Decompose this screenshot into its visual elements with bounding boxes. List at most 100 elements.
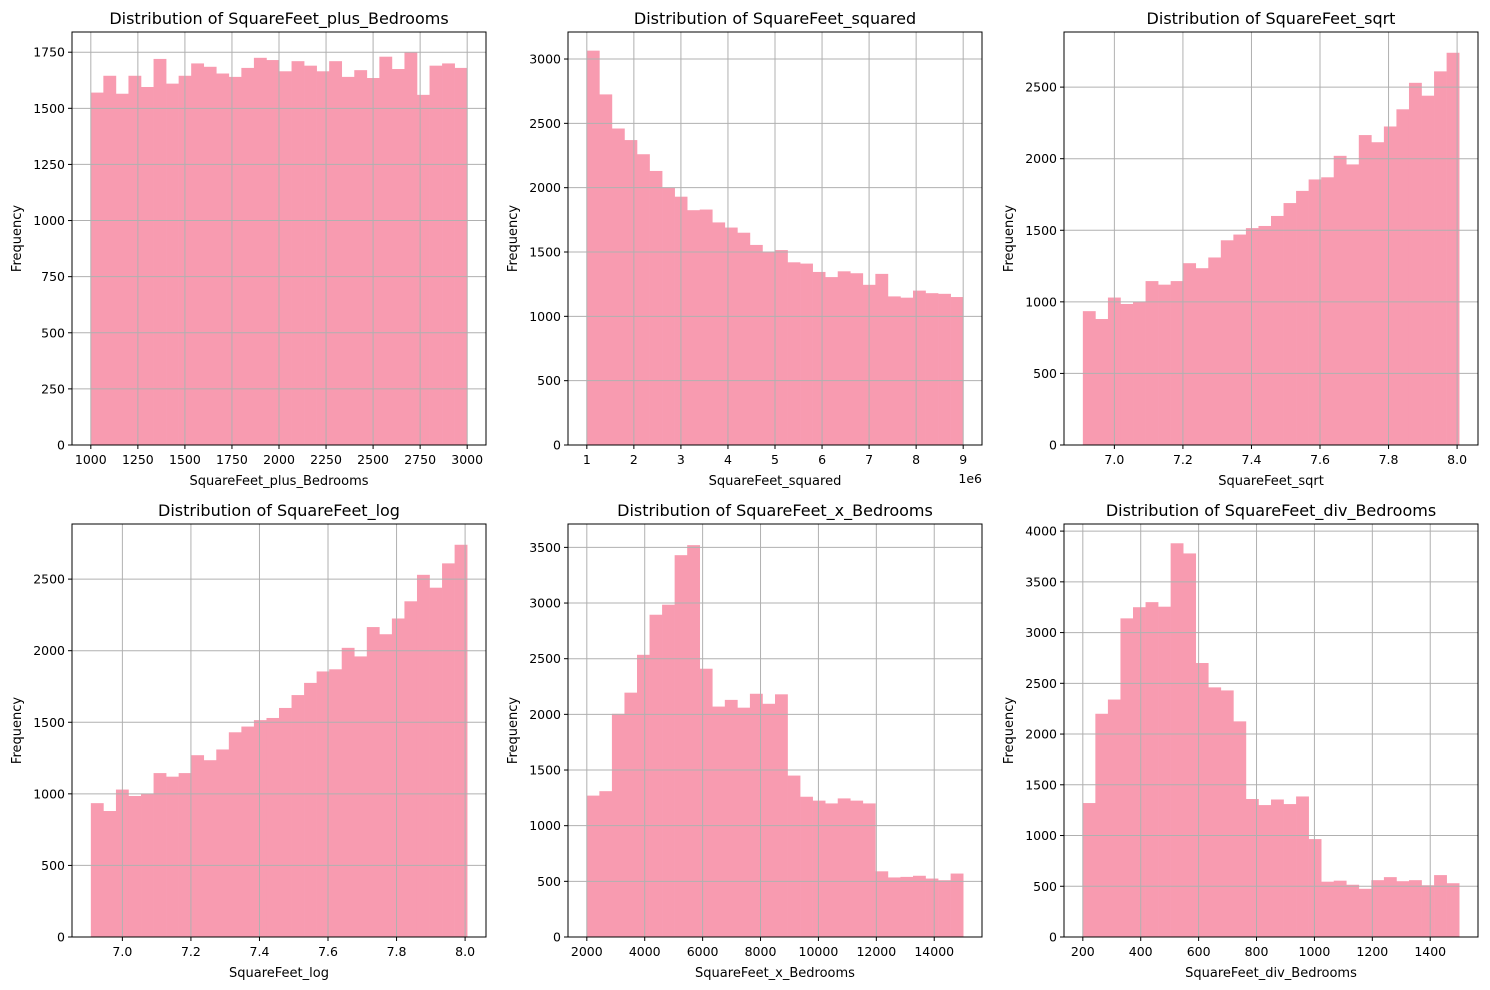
x-tick-label: 1500 — [169, 452, 201, 467]
histogram-bar — [825, 803, 839, 937]
histogram-bar — [90, 803, 104, 937]
histogram-bar — [228, 732, 242, 937]
histogram-bar — [800, 263, 813, 445]
histogram-bar — [216, 749, 230, 937]
histogram-bar — [1170, 543, 1184, 937]
histogram-bar — [837, 798, 851, 937]
histogram-bar — [1421, 885, 1435, 937]
histogram-bar — [611, 128, 625, 445]
subplot-title: Distribution of SquareFeet_div_Bedrooms — [1106, 501, 1436, 521]
x-tick-label: 7.4 — [250, 944, 270, 959]
histogram-bar — [1145, 281, 1159, 445]
subplot-title: Distribution of SquareFeet_log — [158, 501, 400, 521]
histogram-bar — [1258, 805, 1272, 937]
axes-frame — [71, 523, 487, 938]
x-axis-label: SquareFeet_x_Bedrooms — [695, 966, 855, 981]
x-tick-label: 8.0 — [455, 944, 475, 959]
y-tick-label: 1500 — [33, 715, 65, 730]
subplot-title: Distribution of SquareFeet_x_Bedrooms — [617, 501, 933, 521]
histogram-bar — [379, 634, 393, 937]
histogram-bar — [900, 297, 914, 445]
y-tick-label: 500 — [41, 325, 65, 340]
histogram-bar — [649, 170, 663, 445]
histogram-bar — [887, 877, 901, 937]
y-tick-label: 500 — [537, 874, 561, 889]
histogram-bar — [586, 795, 600, 937]
histogram-bar — [699, 668, 713, 937]
histogram-bar — [586, 50, 600, 445]
histogram-bar — [341, 647, 355, 937]
histogram-bar — [329, 61, 343, 446]
subplot-3: 7.0 7.2 7.4 7.6 7.8 8.0 0 500 1000 1500 2000 2500 Di… — [1002, 9, 1479, 489]
histogram-bar — [1220, 240, 1234, 445]
x-tick-label: 9 — [959, 452, 967, 467]
x-tick-label: 3 — [677, 452, 685, 467]
y-axis-label: Frequency — [1002, 205, 1017, 272]
x-tick-label: 12000 — [856, 944, 896, 959]
histogram-bar — [925, 878, 939, 937]
y-tick-label: 1000 — [529, 818, 561, 833]
y-tick-label: 2000 — [1025, 727, 1057, 742]
histogram-bar — [153, 58, 167, 446]
histogram-bar — [1346, 884, 1360, 937]
histogram-bar — [850, 273, 864, 445]
histogram-bar — [442, 563, 455, 937]
histogram-bar — [1245, 799, 1259, 937]
histogram-bar — [1383, 126, 1397, 445]
histogram-bar — [737, 707, 751, 937]
axes-frame — [1063, 31, 1479, 446]
y-tick-label: 2000 — [529, 180, 561, 195]
histogram-bar — [1409, 880, 1422, 937]
histogram-bar — [737, 232, 751, 445]
histogram-bar — [712, 706, 726, 937]
histogram-bar — [391, 69, 405, 445]
subplot-2: 1 2 3 4 5 6 7 8 9 0 500 1000 1500 2000 2500 3000 1e6 Dist… — [506, 9, 983, 489]
y-tick-label: 1000 — [1025, 828, 1057, 843]
x-tick-label: 7.4 — [1242, 452, 1262, 467]
histogram-bar — [850, 800, 864, 937]
histogram-bar — [241, 726, 255, 937]
histogram-bar — [354, 70, 368, 445]
histogram-bar — [1446, 883, 1460, 937]
y-tick-label: 0 — [1049, 438, 1057, 453]
x-tick-label: 1400 — [1414, 944, 1446, 959]
histogram-bar — [762, 703, 776, 937]
y-tick-label: 1500 — [1025, 223, 1057, 238]
histogram-bar — [599, 94, 613, 446]
histogram-bar — [429, 65, 443, 446]
y-tick-label: 500 — [1033, 366, 1057, 381]
histogram-bar — [687, 210, 701, 445]
x-tick-label: 1 — [583, 452, 591, 467]
histogram-bar — [925, 293, 939, 445]
y-tick-label: 1000 — [1025, 294, 1057, 309]
histogram-bar — [624, 692, 638, 937]
histogram-bar — [1082, 311, 1096, 445]
histogram-bar — [787, 775, 801, 937]
histogram-bar — [115, 93, 129, 445]
y-tick-label: 500 — [1033, 879, 1057, 894]
x-tick-label: 14000 — [914, 944, 954, 959]
histogram-bar — [341, 76, 355, 445]
histogram-bar — [1271, 215, 1284, 445]
histogram-bar — [404, 52, 418, 445]
histogram-bar — [674, 555, 688, 937]
x-tick-label: 8 — [912, 452, 920, 467]
histogram-bar — [1120, 303, 1134, 445]
x-tick-label: 1750 — [216, 452, 248, 467]
histogram-bar — [366, 627, 380, 937]
y-tick-label: 4000 — [1025, 524, 1057, 539]
subplot-1: 1000 1250 1500 1750 2000 2250 2500 2750 3000 0 250… — [10, 9, 487, 489]
histogram-bar — [1220, 690, 1234, 937]
x-axis-label: SquareFeet_squared — [709, 474, 842, 489]
x-tick-label: 7.8 — [1379, 452, 1399, 467]
histogram-bar — [266, 717, 280, 937]
y-tick-label: 3000 — [1025, 625, 1057, 640]
histogram-bar — [253, 720, 267, 937]
histogram-bar — [950, 297, 964, 445]
x-tick-label: 7.2 — [1173, 452, 1193, 467]
histogram-bar — [228, 76, 242, 445]
y-tick-label: 0 — [553, 438, 561, 453]
y-tick-label: 250 — [41, 381, 65, 396]
x-tick-label: 7.0 — [112, 944, 132, 959]
y-tick-label: 1250 — [33, 157, 65, 172]
